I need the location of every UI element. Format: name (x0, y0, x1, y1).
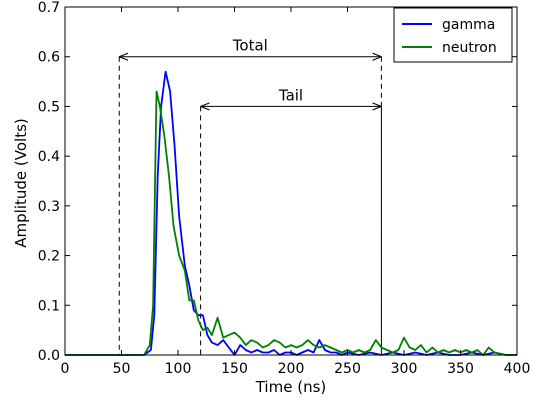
annotations-layer: Total Tail (118, 37, 382, 355)
series-layer (65, 70, 517, 356)
y-tick-label: 0.0 (38, 348, 60, 364)
y-axis-label: Amplitude (Volts) (12, 118, 30, 247)
y-tick-label: 0.6 (38, 50, 60, 66)
series-line-neutron (65, 90, 517, 356)
x-tick-label: 300 (391, 361, 418, 377)
legend-label-neutron: neutron (442, 40, 497, 56)
y-tick-label: 0.5 (38, 99, 60, 115)
x-tick-label: 0 (61, 361, 70, 377)
x-tick-label: 200 (278, 361, 305, 377)
ticks-layer: 0 50 100 150 200 250 300 350 400 0.0 0.1 0.2 0.3 0.4 0… (38, 0, 531, 377)
y-tick-label: 0.2 (38, 249, 60, 265)
annotation-total-label: Total (232, 37, 268, 55)
y-tick-label: 0.4 (38, 149, 60, 165)
series-line-gamma (65, 70, 517, 356)
x-tick-label: 150 (221, 361, 248, 377)
legend: gamma neutron (393, 7, 513, 63)
y-tick-label: 0.7 (38, 0, 60, 16)
y-tick-label: 0.3 (38, 199, 60, 215)
x-tick-label: 350 (447, 361, 474, 377)
x-tick-label: 250 (334, 361, 361, 377)
x-tick-label: 400 (504, 361, 531, 377)
y-tick-label: 0.1 (38, 298, 60, 314)
x-tick-label: 100 (165, 361, 192, 377)
legend-frame (393, 7, 513, 63)
annotation-tail-label: Tail (278, 86, 303, 104)
x-axis-label: Time (ns) (255, 378, 327, 396)
legend-label-gamma: gamma (442, 17, 495, 33)
x-tick-label: 50 (113, 361, 131, 377)
